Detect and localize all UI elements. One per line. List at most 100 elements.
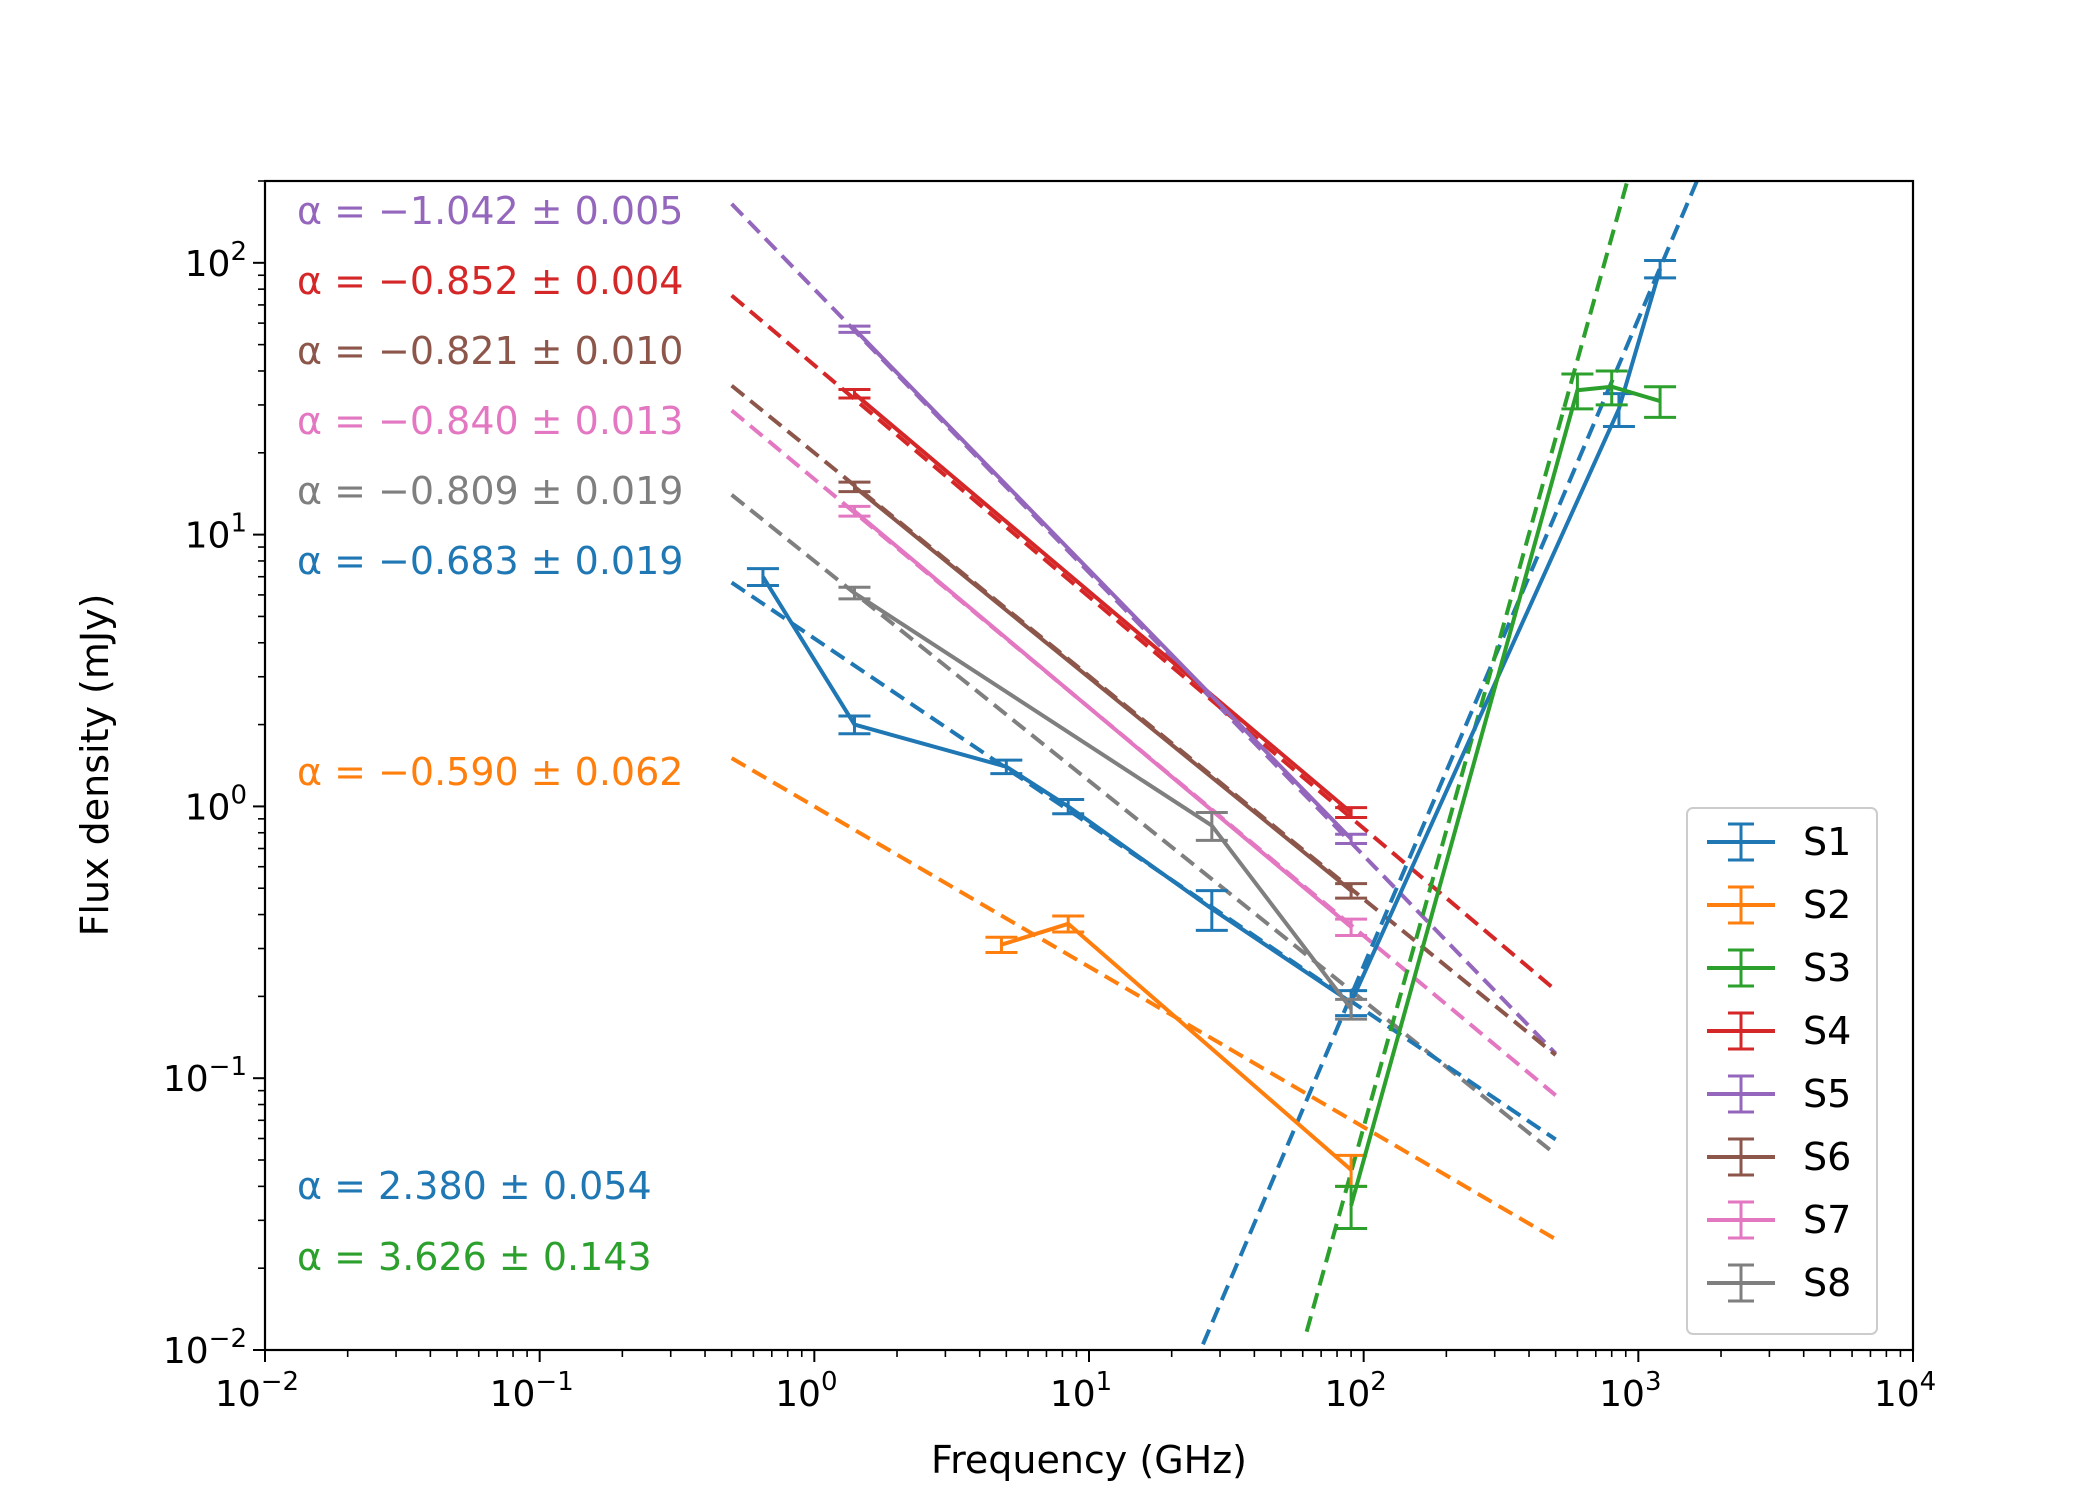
fit-line-s1 [730, 580, 1557, 1142]
x-tick-base: 10 [1874, 1374, 1920, 1415]
legend-label: S6 [1803, 1135, 1851, 1179]
y-tick-exponent: 0 [230, 780, 247, 810]
y-tick-label: 102 [185, 237, 247, 285]
legend-label: S4 [1803, 1009, 1851, 1053]
x-tick-label: 10−1 [490, 1367, 574, 1415]
x-tick-exponent: 2 [1370, 1367, 1387, 1397]
y-tick-exponent: 2 [230, 237, 247, 267]
y-tick-base: 10 [163, 1059, 209, 1100]
alpha-annotation: α = −0.840 ± 0.013 [297, 399, 683, 443]
legend-entry-s5: S5 [1707, 1072, 1851, 1116]
y-tick-label: 10−2 [163, 1324, 247, 1372]
data-point-s5 [1335, 832, 1368, 846]
legend-label: S8 [1803, 1261, 1851, 1305]
data-point-s3 [1595, 369, 1628, 407]
y-tick-base: 10 [185, 244, 231, 285]
data-point-s6 [1335, 882, 1368, 900]
y-tick-exponent: −2 [209, 1324, 247, 1354]
series-line-s4 [853, 392, 1353, 815]
x-tick-base: 10 [215, 1374, 261, 1415]
data-point-s3 [1644, 385, 1677, 419]
legend-entry-s6: S6 [1707, 1135, 1851, 1179]
legend-entry-s2: S2 [1707, 883, 1851, 927]
fit-line-s4 [730, 293, 1557, 992]
x-tick-base: 10 [775, 1374, 821, 1415]
data-point-s5 [838, 324, 871, 334]
series-line-s5 [853, 327, 1353, 841]
y-tick-exponent: −1 [209, 1052, 247, 1082]
x-tick-label: 100 [775, 1367, 837, 1415]
y-tick-base: 10 [163, 1331, 209, 1372]
y-tick-exponent: 1 [230, 509, 247, 539]
y-axis-label: Flux density (mJy) [73, 594, 117, 937]
y-tick-label: 101 [185, 509, 247, 557]
data-point-s1 [1644, 258, 1677, 280]
legend: S1 S2 S3 S4 S5 S6 S7 S8 [1686, 807, 1878, 1335]
data-point-s2 [985, 935, 1018, 955]
data-point-s7 [838, 504, 871, 518]
data-point-s1 [1195, 889, 1228, 932]
fit-line-s1 [1201, 181, 1700, 1346]
alpha-annotation: α = −0.852 ± 0.004 [297, 259, 683, 303]
x-tick-label: 101 [1050, 1367, 1112, 1415]
x-tick-label: 104 [1874, 1367, 1936, 1415]
legend-label: S2 [1803, 883, 1851, 927]
legend-label: S3 [1803, 946, 1851, 990]
alpha-annotations: α = −1.042 ± 0.005 α = −0.852 ± 0.004 α = … [297, 189, 683, 1279]
legend-label: S5 [1803, 1072, 1851, 1116]
x-tick-base: 10 [1324, 1374, 1370, 1415]
data-point-s1 [746, 567, 779, 587]
x-tick-exponent: −1 [535, 1367, 573, 1397]
series-line-s1 [761, 268, 1663, 1005]
alpha-annotation: α = −0.590 ± 0.062 [297, 750, 683, 794]
legend-entry-s8: S8 [1707, 1261, 1851, 1305]
fit-line-s2 [730, 756, 1557, 1241]
y-tick-label: 100 [185, 780, 247, 828]
x-tick-exponent: 0 [821, 1367, 838, 1397]
alpha-annotation: α = 3.626 ± 0.143 [297, 1235, 652, 1279]
data-point-s1 [838, 714, 871, 736]
y-tick-base: 10 [185, 787, 231, 828]
data-point-s8 [1195, 810, 1228, 842]
data-point-s2 [1052, 914, 1085, 934]
x-tick-exponent: 3 [1645, 1367, 1662, 1397]
data-point-s1 [990, 758, 1023, 776]
alpha-annotation: α = −0.821 ± 0.010 [297, 329, 683, 373]
series-line-s6 [853, 485, 1353, 893]
x-tick-base: 10 [1599, 1374, 1645, 1415]
fit-line-s3 [1304, 181, 1630, 1333]
legend-entry-s3: S3 [1707, 946, 1851, 990]
legend-label: S7 [1803, 1198, 1851, 1242]
plot-area [730, 181, 1700, 1346]
data-point-s6 [838, 480, 871, 494]
alpha-annotation: α = −1.042 ± 0.005 [297, 189, 683, 233]
x-tick-base: 10 [1050, 1374, 1096, 1415]
x-tick-exponent: 1 [1096, 1367, 1113, 1397]
x-tick-base: 10 [490, 1374, 536, 1415]
data-point-s8 [838, 585, 871, 601]
data-point-s3 [1561, 372, 1594, 411]
alpha-annotation: α = −0.683 ± 0.019 [297, 539, 683, 583]
alpha-annotation: α = −0.809 ± 0.019 [297, 469, 683, 513]
x-tick-label: 102 [1324, 1367, 1386, 1415]
legend-entry-s7: S7 [1707, 1198, 1851, 1242]
data-point-s4 [1335, 806, 1368, 820]
series-line-s7 [853, 509, 1353, 929]
legend-label: S1 [1803, 820, 1851, 864]
series-line-s3 [1349, 384, 1661, 1207]
x-tick-exponent: −2 [261, 1367, 299, 1397]
x-tick-exponent: 4 [1920, 1367, 1937, 1397]
data-point-s4 [838, 387, 871, 400]
y-tick-label: 10−1 [163, 1052, 247, 1100]
legend-entry-s4: S4 [1707, 1009, 1851, 1053]
alpha-annotation: α = 2.380 ± 0.054 [297, 1164, 652, 1208]
x-tick-label: 103 [1599, 1367, 1661, 1415]
data-point-s3 [1335, 1184, 1368, 1230]
x-axis-label: Frequency (GHz) [931, 1438, 1247, 1482]
x-tick-label: 10−2 [215, 1367, 299, 1415]
data-point-s1 [1052, 798, 1085, 816]
data-point-s8 [1335, 997, 1368, 1021]
data-point-s7 [1335, 917, 1368, 937]
